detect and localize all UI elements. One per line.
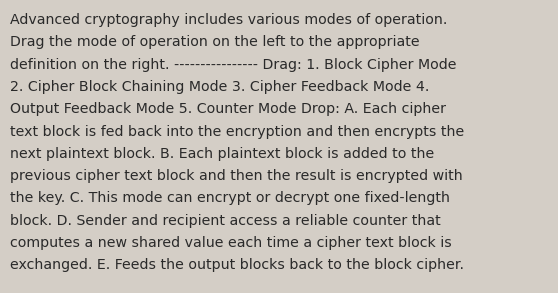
Text: block. D. Sender and recipient access a reliable counter that: block. D. Sender and recipient access a …: [10, 214, 441, 228]
Text: Drag the mode of operation on the left to the appropriate: Drag the mode of operation on the left t…: [10, 35, 420, 50]
Text: 2. Cipher Block Chaining Mode 3. Cipher Feedback Mode 4.: 2. Cipher Block Chaining Mode 3. Cipher …: [10, 80, 430, 94]
Text: computes a new shared value each time a cipher text block is: computes a new shared value each time a …: [10, 236, 452, 250]
Text: definition on the right. ---------------- Drag: 1. Block Cipher Mode: definition on the right. ---------------…: [10, 58, 456, 72]
Text: previous cipher text block and then the result is encrypted with: previous cipher text block and then the …: [10, 169, 463, 183]
Text: next plaintext block. B. Each plaintext block is added to the: next plaintext block. B. Each plaintext …: [10, 147, 434, 161]
Text: Output Feedback Mode 5. Counter Mode Drop: A. Each cipher: Output Feedback Mode 5. Counter Mode Dro…: [10, 102, 446, 116]
Text: text block is fed back into the encryption and then encrypts the: text block is fed back into the encrypti…: [10, 125, 464, 139]
Text: exchanged. E. Feeds the output blocks back to the block cipher.: exchanged. E. Feeds the output blocks ba…: [10, 258, 464, 272]
Text: the key. C. This mode can encrypt or decrypt one fixed-length: the key. C. This mode can encrypt or dec…: [10, 191, 450, 205]
Text: Advanced cryptography includes various modes of operation.: Advanced cryptography includes various m…: [10, 13, 448, 27]
